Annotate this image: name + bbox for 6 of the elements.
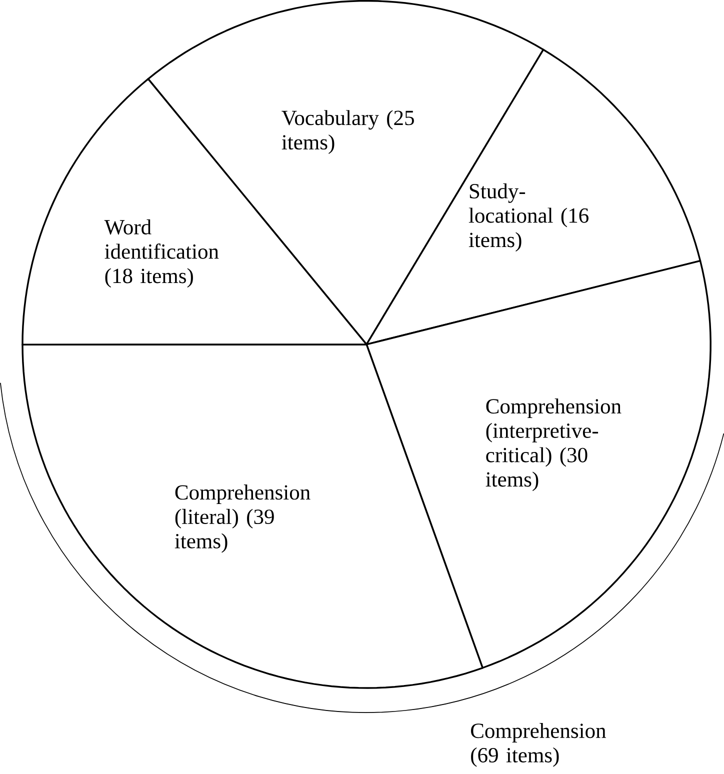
slice-label: Word identification (18 items) (104, 219, 219, 288)
slice-label: Comprehension (literal) (39 items) (174, 484, 310, 553)
slice-label: Vocabulary (25 items) (282, 110, 414, 154)
slice-label: Comprehension (interpretive-critical) (30 items) (486, 398, 622, 492)
slice-label: Study-locational (16 items) (468, 183, 588, 252)
text: Comprehension (69 items) (470, 722, 606, 767)
